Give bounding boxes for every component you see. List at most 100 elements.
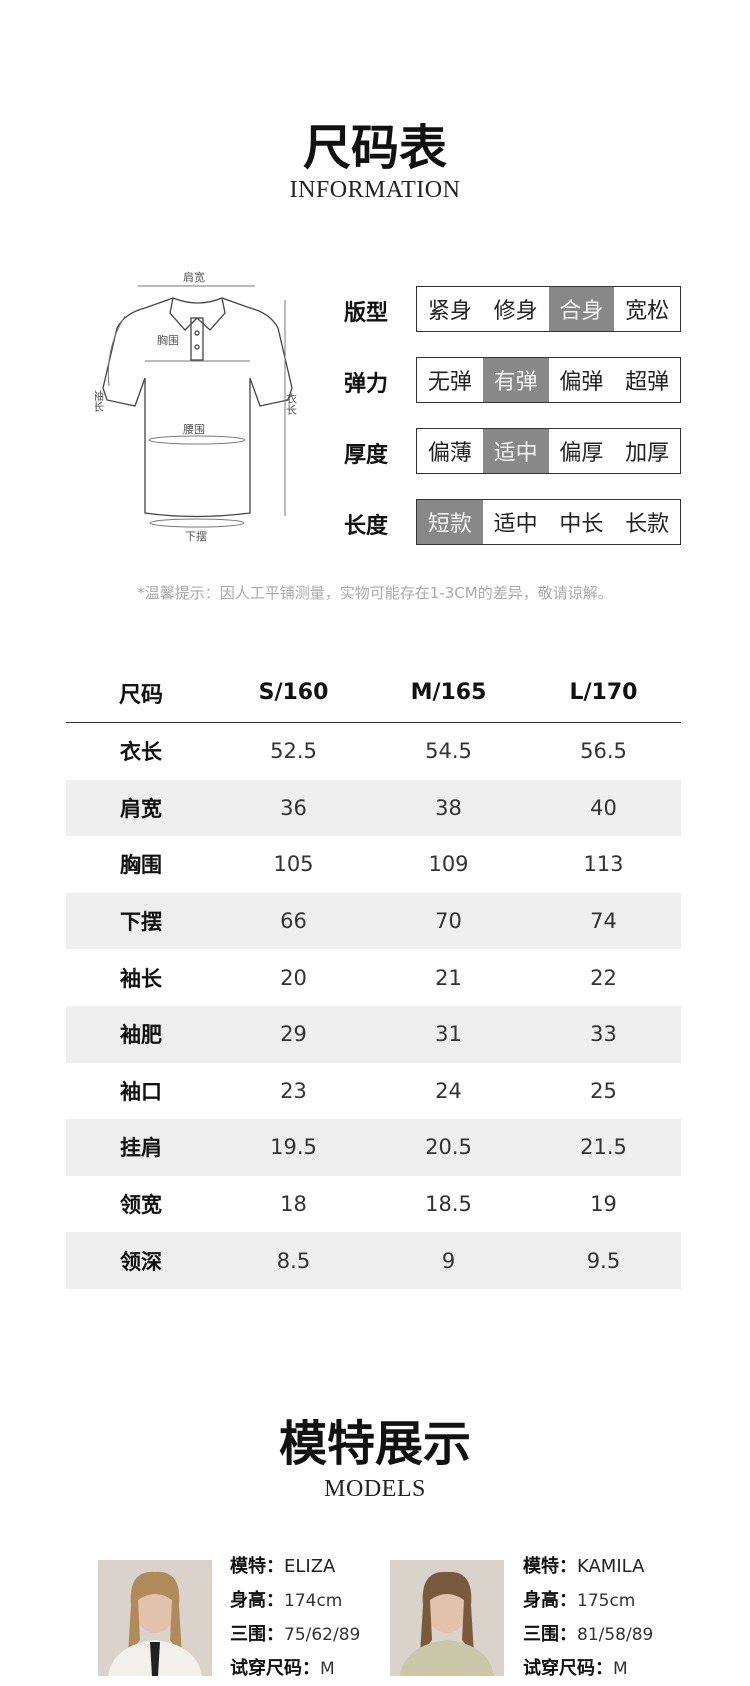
attr-label: 弹力 [344,372,389,397]
attr-option: 有弹 [482,358,549,402]
table-cell: 23 [280,1078,307,1103]
table-cell: 18 [280,1192,307,1217]
attr-option: 偏薄 [427,441,472,466]
attr-option: 合身 [548,287,615,331]
sleeve-label: 袖长 [95,389,105,412]
model-size-key: 试穿尺码： [230,1658,320,1679]
model-size-key: 试穿尺码： [523,1658,613,1679]
table-cell: 52.5 [270,739,317,764]
table-cell: 24 [435,1078,462,1103]
attr-option: 修身 [493,299,538,324]
model-name: KAMILA [577,1556,645,1577]
table-cell: 下摆 [120,910,162,935]
model-name: ELIZA [284,1556,336,1577]
table-cell: 21.5 [580,1135,627,1160]
chest-label: 胸围 [157,333,179,347]
table-row: 袖肥 29 31 33 [66,1005,681,1063]
table-cell: 肩宽 [120,796,162,821]
header-cell: S/160 [258,680,329,705]
table-cell: 33 [590,1022,617,1047]
table-cell: 20 [280,965,307,990]
table-row: 胸围 105 109 113 [66,836,681,893]
table-cell: 70 [435,909,462,934]
table-cell: 22 [590,965,617,990]
attr-label: 版型 [344,301,389,326]
table-cell: 20.5 [425,1135,472,1160]
table-cell: 袖长 [120,966,162,991]
attr-label: 长度 [344,514,389,539]
attr-option: 适中 [482,429,549,473]
table-row: 领深 8.5 9 9.5 [66,1232,681,1289]
model-name-key: 模特： [230,1556,284,1577]
table-cell: 领宽 [120,1193,162,1218]
table-cell: 36 [280,795,307,820]
models-title: 模特展示 [278,1416,471,1472]
table-cell: 105 [273,852,314,877]
attr-option: 无弹 [427,370,472,395]
table-row: 下摆 66 70 74 [66,892,681,950]
size-table: 尺码 S/160 M/165 L/170 衣长 52.5 54.5 56.5 肩宽 36 3… [66,663,681,1289]
table-cell: 66 [280,909,307,934]
table-cell: 袖肥 [120,1023,162,1048]
model-photo [390,1560,504,1676]
attr-option: 紧身 [427,299,472,324]
table-cell: 25 [590,1078,617,1103]
shoulder-label: 肩宽 [183,270,205,284]
hem-label: 下摆 [185,529,207,543]
table-cell: 胸围 [120,853,162,878]
models-subtitle: MODELS [324,1476,426,1502]
attr-option: 偏弹 [559,370,604,395]
table-row: 领宽 18 18.5 19 [66,1176,681,1233]
waist-label: 腰围 [183,423,205,436]
table-row: 挂肩 19.5 20.5 21.5 [66,1119,681,1176]
model-height: 175cm [577,1591,636,1611]
table-header: 尺码 S/160 M/165 L/170 [66,663,681,723]
model-height-key: 身高： [230,1590,284,1611]
table-cell: 衣长 [120,740,162,765]
attr-options: 无弹 有弹 偏弹 超弹 [416,357,681,403]
table-row: 袖口 23 24 25 [66,1063,681,1120]
length-label: 衣长 [285,392,298,415]
attr-option: 加厚 [625,441,670,466]
table-cell: 9.5 [586,1248,621,1273]
model-size: M [320,1659,335,1679]
model-info: 模特：ELIZA 身高：174cm 三围：75/62/89 试穿尺码：M [230,1550,360,1686]
table-cell: 56.5 [580,739,627,764]
table-cell: 74 [590,909,617,934]
model-size: M [613,1659,628,1679]
model-photo [98,1560,212,1676]
attr-option: 适中 [493,512,538,537]
table-row: 肩宽 36 38 40 [66,779,681,837]
table-cell: 19.5 [270,1135,317,1160]
table-cell: 31 [435,1022,462,1047]
attr-option: 中长 [559,512,604,537]
table-cell: 8.5 [276,1248,311,1273]
table-cell: 18.5 [425,1192,472,1217]
model-measure-key: 三围： [230,1624,284,1645]
attr-option: 偏厚 [559,441,604,466]
model-measure-key: 三围： [523,1624,577,1645]
table-cell: 29 [280,1022,307,1047]
size-chart-subtitle: INFORMATION [289,177,461,203]
attr-options: 短款 适中 中长 长款 [416,499,681,545]
table-cell: 54.5 [425,739,472,764]
model-height: 174cm [284,1591,343,1611]
table-cell: 38 [435,795,462,820]
header-cell: 尺码 [118,682,163,708]
attr-options: 紧身 修身 合身 宽松 [416,286,681,332]
model-measure: 75/62/89 [284,1625,361,1645]
table-cell: 40 [590,795,617,820]
attr-option: 超弹 [625,370,670,395]
table-cell: 挂肩 [120,1136,162,1161]
table-row: 衣长 52.5 54.5 56.5 [66,723,681,780]
measurement-note: *温馨提示：因人工平铺测量，实物可能存在1-3CM的差异，敬请谅解。 [137,584,613,602]
table-cell: 9 [441,1248,456,1273]
shirt-diagram: 肩宽 胸围 腰围 下摆 衣长 袖长 [95,270,298,543]
attr-options: 偏薄 适中 偏厚 加厚 [416,428,681,474]
attr-label: 厚度 [344,443,389,468]
header-cell: L/170 [569,680,638,705]
table-cell: 113 [583,852,624,877]
table-cell: 领深 [120,1249,162,1274]
table-row: 袖长 20 21 22 [66,949,681,1006]
table-cell: 109 [428,852,469,877]
